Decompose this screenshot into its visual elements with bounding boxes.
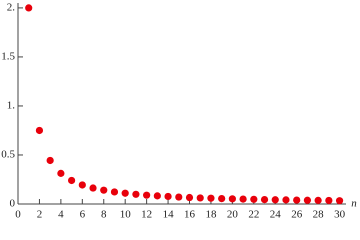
point [143,191,151,199]
point [35,126,44,135]
x-tick-label: 12 [141,209,152,221]
point [196,194,204,202]
point [132,190,140,198]
x-tick-label: 16 [184,209,196,221]
point [314,196,322,204]
x-tick-label: 18 [205,209,217,221]
chart: n 00.51.1.52.0 2 4 6 8 10 12 14 16 18 20 22 24 26 28 30 [1,1,357,221]
point [164,192,172,201]
point [121,189,129,197]
x-axis-label: n [351,198,357,210]
point [185,193,194,202]
point [67,176,76,185]
point [175,193,183,201]
point [239,195,247,203]
x-tick-label: 28 [313,209,325,221]
point [218,195,226,203]
point [325,196,333,205]
point [282,196,290,204]
x-tick-label: 26 [291,209,303,221]
x-tick-label: 8 [101,209,107,221]
point [89,184,97,192]
x-tick-label: 0 [15,209,21,221]
point [271,196,279,204]
point [100,186,108,194]
x-tick-label: 22 [248,209,259,221]
point [207,194,215,202]
x-tick-label: 24 [270,209,282,221]
x-tick-label: 14 [163,209,175,221]
point [46,156,54,165]
point [57,169,65,177]
x-tick-label: 30 [334,209,346,221]
y-tick-label: 0.5 [1,149,15,161]
y-tick-label: 1. [7,99,16,111]
point [110,188,119,196]
point [303,196,312,204]
point [228,195,236,203]
x-tick-label: 4 [58,209,64,221]
x-tick-label: 6 [80,209,86,221]
x-tick-label: 20 [227,209,239,221]
point [78,181,86,189]
point [293,196,301,204]
y-tick-label: 2. [7,1,16,13]
point [250,195,258,203]
x-tick-label: 10 [120,209,132,221]
point [335,197,344,205]
x-tick-label: 2 [37,209,43,221]
point [260,195,269,204]
point [153,192,161,200]
y-tick-label: 1.5 [1,50,15,62]
point [25,4,33,12]
y-tick-label: 0 [10,198,16,210]
